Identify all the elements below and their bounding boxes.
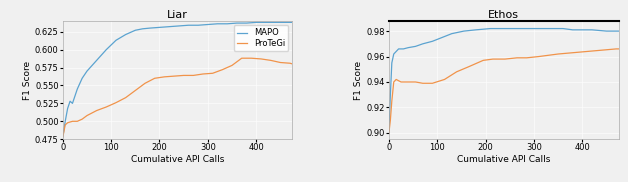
- ProTeGi: [219, 69, 226, 71]
- Line: ProTeGi: ProTeGi: [63, 58, 293, 137]
- X-axis label: Cumulative API Calls: Cumulative API Calls: [457, 155, 550, 164]
- MAPO: [156, 26, 163, 28]
- MAPO: [243, 22, 251, 24]
- ProTeGi: [286, 62, 294, 64]
- MAPO: [83, 70, 90, 72]
- MAPO: [102, 49, 110, 51]
- MAPO: [195, 24, 202, 26]
- ProTeGi: [64, 122, 72, 124]
- MAPO: [139, 28, 146, 30]
- ProTeGi: [247, 57, 255, 59]
- ProTeGi: [151, 77, 158, 79]
- ProTeGi: [161, 76, 168, 78]
- ProTeGi: [73, 120, 81, 122]
- MAPO: [122, 33, 129, 36]
- ProTeGi: [228, 64, 236, 66]
- X-axis label: Cumulative API Calls: Cumulative API Calls: [131, 155, 224, 164]
- MAPO: [289, 21, 296, 23]
- ProTeGi: [276, 61, 284, 64]
- Legend: MAPO, ProTeGi: MAPO, ProTeGi: [234, 25, 288, 51]
- MAPO: [131, 29, 139, 31]
- ProTeGi: [257, 58, 265, 60]
- MAPO: [233, 22, 241, 24]
- MAPO: [59, 136, 67, 138]
- ProTeGi: [78, 118, 86, 120]
- Title: Ethos: Ethos: [488, 10, 519, 20]
- MAPO: [204, 23, 212, 26]
- MAPO: [185, 24, 192, 26]
- MAPO: [165, 26, 173, 28]
- ProTeGi: [112, 102, 120, 104]
- Y-axis label: F1 Score: F1 Score: [354, 61, 364, 100]
- ProTeGi: [141, 82, 149, 84]
- ProTeGi: [83, 114, 90, 117]
- MAPO: [67, 100, 74, 102]
- MAPO: [224, 23, 231, 25]
- ProTeGi: [209, 72, 217, 74]
- MAPO: [62, 120, 69, 122]
- MAPO: [175, 25, 183, 27]
- MAPO: [214, 23, 221, 25]
- Line: MAPO: MAPO: [63, 22, 293, 137]
- MAPO: [93, 59, 100, 62]
- ProTeGi: [190, 74, 197, 76]
- MAPO: [73, 88, 81, 90]
- ProTeGi: [267, 59, 274, 62]
- ProTeGi: [102, 106, 110, 108]
- MAPO: [78, 77, 86, 79]
- MAPO: [146, 27, 154, 29]
- ProTeGi: [62, 124, 69, 126]
- ProTeGi: [131, 89, 139, 92]
- ProTeGi: [59, 136, 67, 138]
- ProTeGi: [93, 109, 100, 112]
- MAPO: [252, 21, 260, 23]
- MAPO: [64, 107, 72, 110]
- ProTeGi: [180, 74, 187, 76]
- MAPO: [112, 39, 120, 41]
- Title: Liar: Liar: [167, 10, 188, 20]
- MAPO: [262, 21, 269, 23]
- MAPO: [272, 21, 279, 23]
- MAPO: [281, 21, 289, 23]
- ProTeGi: [170, 75, 178, 77]
- ProTeGi: [122, 97, 129, 99]
- Y-axis label: F1 Score: F1 Score: [23, 61, 32, 100]
- MAPO: [68, 102, 76, 104]
- ProTeGi: [238, 57, 246, 59]
- ProTeGi: [199, 73, 207, 75]
- ProTeGi: [289, 63, 296, 65]
- ProTeGi: [68, 120, 76, 122]
